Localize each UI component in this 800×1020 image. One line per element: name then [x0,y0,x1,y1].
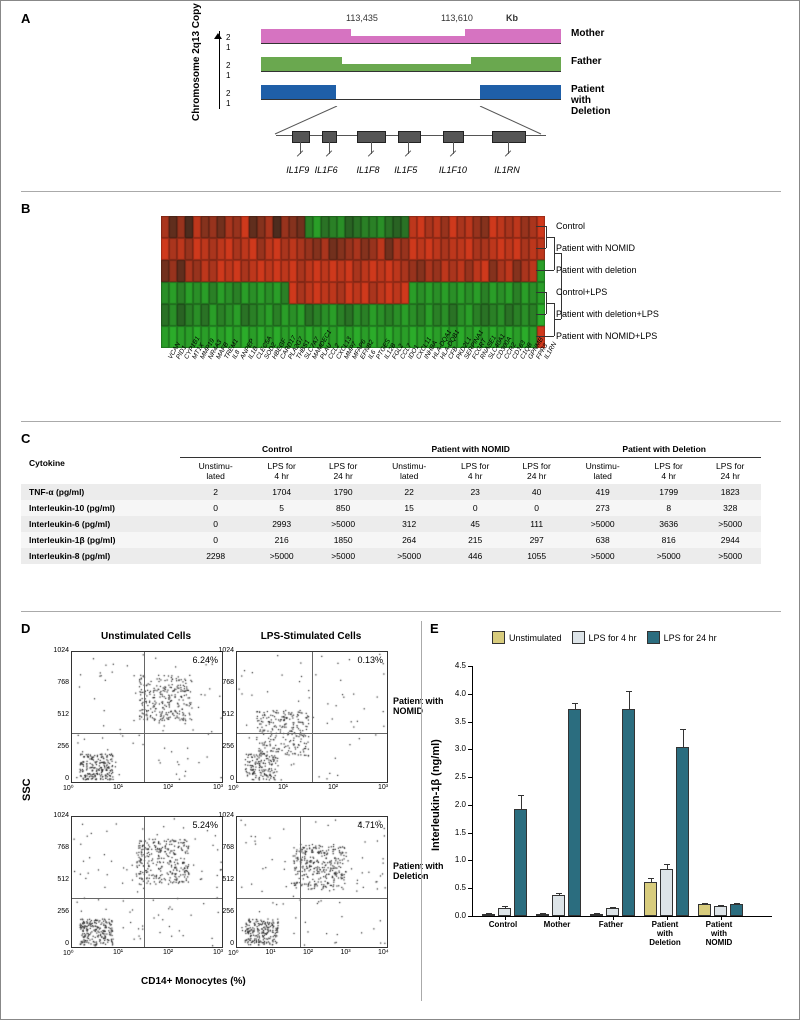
kb-pos-2: 113,610 [441,13,473,23]
panel-a: A Chromosome 2q13 Copy Number 2 1 2 1 2 … [21,11,781,192]
panel-e-ylabel: Interleukin-1β (ng/ml) [430,739,442,851]
heatmap-col-labels: VCANPID1CYP1B1MT1XMMP19NR4A3MAFBTREM1IL8… [161,353,541,413]
ytick-2: 2 [226,33,230,42]
panel-e-legend: UnstimulatedLPS for 4 hrLPS for 24 hr [482,631,717,644]
panel-c: C CytokineControlPatient with NOMIDPatie… [21,431,781,612]
arrow-up-icon [214,29,222,39]
panel-d-ylabel: SSC [21,778,33,801]
panel-c-label: C [21,431,30,446]
kb-unit: Kb [506,13,518,23]
panel-d-xlabel: CD14+ Monocytes (%) [141,976,246,987]
dendrogram [536,216,564,348]
panel-e-label: E [430,621,439,636]
scatter-col1-title: Unstimulated Cells [71,631,221,642]
panel-a-label: A [21,11,30,26]
panel-b-label: B [21,201,30,216]
panel-d: D SSC Unstimulated Cells LPS-Stimulated … [21,621,421,1001]
panel-e: E UnstimulatedLPS for 4 hrLPS for 24 hr … [421,621,797,1001]
copy-number-plot: MotherFatherPatient with Deletion [261,26,561,110]
barchart: 0.00.51.01.52.02.53.03.54.04.5ControlMot… [472,666,782,946]
cytokine-table: CytokineControlPatient with NOMIDPatient… [21,441,761,564]
heatmap [161,216,545,348]
panel-d-label: D [21,621,30,636]
gene-track: IL1F9IL1F6IL1F8IL1F5IL1F10IL1RN [276,131,546,181]
panel-b: B VCANPID1CYP1B1MT1XMMP19NR4A3MAFBTREM1I… [21,201,781,422]
figure: A Chromosome 2q13 Copy Number 2 1 2 1 2 … [0,0,800,1020]
kb-pos-1: 113,435 [346,13,378,23]
scatter-col2-title: LPS-Stimulated Cells [236,631,386,642]
